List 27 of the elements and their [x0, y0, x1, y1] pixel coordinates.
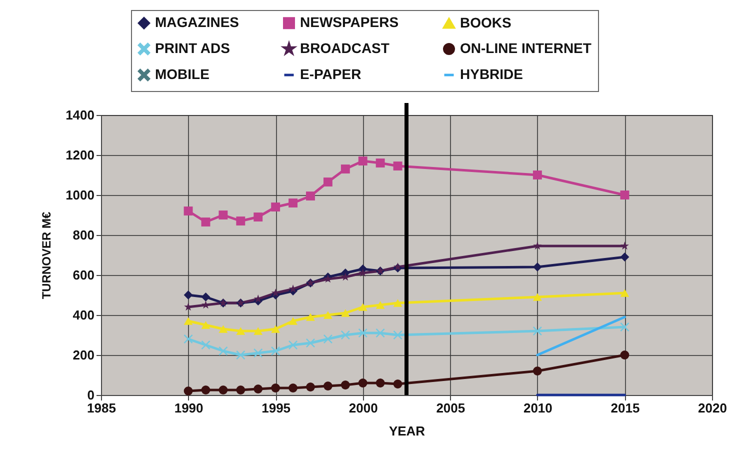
x-tick-label: 2000: [348, 400, 378, 416]
x-tick-label: 1985: [87, 400, 116, 416]
legend-label: HYBRIDE: [460, 66, 524, 82]
x-axis-title: YEAR: [388, 424, 426, 438]
x-tick-label: 2020: [698, 400, 727, 416]
y-tick-label: 1000: [66, 188, 94, 202]
legend-label: E-PAPER: [300, 66, 362, 82]
x-tick-label: 1995: [262, 400, 291, 416]
y-tick-label: 200: [72, 348, 94, 362]
legend-label: MOBILE: [155, 66, 210, 82]
y-tick-label: 1400: [66, 108, 94, 122]
legend-label: ON-LINE INTERNET: [460, 40, 592, 56]
y-tick-label: 0: [87, 388, 94, 402]
x-tick-label: 2010: [523, 400, 552, 416]
y-axis-title: TURNOVER M€: [40, 212, 54, 300]
legend-label: MAGAZINES: [155, 14, 239, 30]
legend-label: PRINT ADS: [155, 40, 230, 56]
x-tick-label: 2005: [436, 400, 466, 416]
legend-label: BOOKS: [460, 14, 512, 30]
y-tick-label: 1200: [66, 148, 94, 162]
x-tick-label: 1990: [174, 400, 204, 416]
legend-label: NEWSPAPERS: [300, 14, 399, 30]
y-tick-label: 600: [72, 268, 94, 282]
legend-label: BROADCAST: [300, 40, 390, 56]
y-tick-label: 400: [72, 308, 94, 322]
y-tick-label: 800: [72, 228, 94, 242]
x-tick-label: 2015: [610, 400, 640, 416]
